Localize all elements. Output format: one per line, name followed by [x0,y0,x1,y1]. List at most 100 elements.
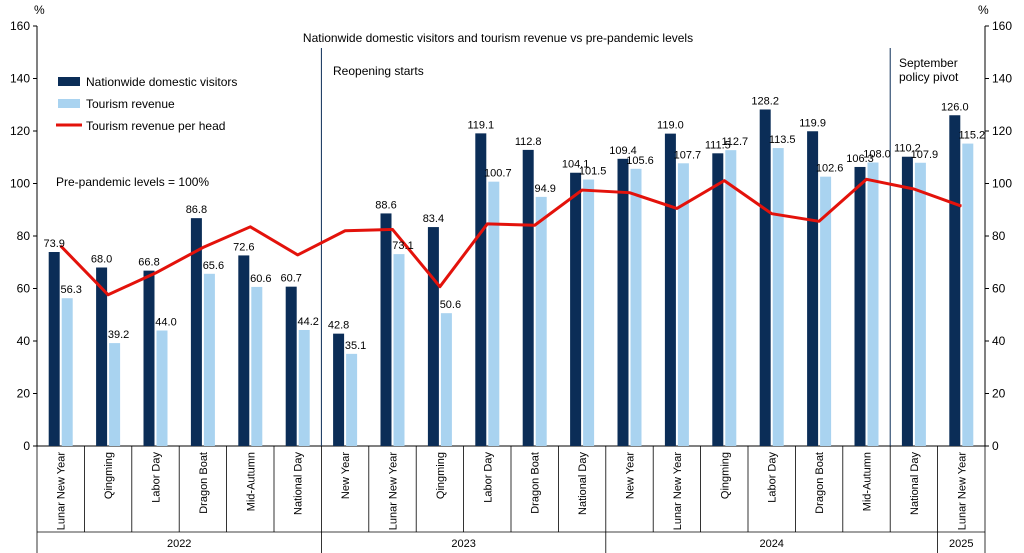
bar-visitors [285,286,297,446]
data-label-revenue: 44.2 [297,316,318,328]
data-label-visitors: 128.2 [751,95,779,107]
bar-revenue [535,196,547,446]
bar-revenue [488,181,500,446]
data-label-revenue: 101.5 [579,166,607,178]
category-label: National Day [577,452,589,515]
line-point-revenue-per-head [723,180,725,182]
annotation-pre-pandemic: Pre-pandemic levels = 100% [56,175,209,189]
y-tick-label-left: 80 [17,229,31,243]
line-point-revenue-per-head [534,224,536,226]
bar-revenue [298,329,310,446]
category-label: Mid-Autumn [245,452,257,511]
bar-visitors [380,213,392,446]
legend-label-visitors: Nationwide domestic visitors [86,75,237,89]
data-label-revenue: 44.0 [155,317,176,329]
data-label-visitors: 66.8 [138,257,159,269]
y-tick-label-right: 0 [992,439,999,453]
category-label: National Day [909,452,921,515]
bar-visitors [759,109,771,446]
category-label: Labor Day [482,452,494,503]
y-tick-label-right: 20 [992,387,1006,401]
y-tick-label-right: 120 [992,124,1012,138]
bar-revenue [109,343,121,446]
bar-visitors [570,172,582,447]
y-unit-left: % [34,3,45,17]
category-label: Lunar New Year [388,452,400,531]
data-label-revenue: 112.7 [721,136,748,148]
year-label: 2023 [451,538,475,550]
bar-revenue [914,162,926,446]
data-label-visitors: 68.0 [91,254,112,266]
data-label-revenue: 39.2 [108,329,129,341]
x-axis: Lunar New Year Qingming Labor Day Dragon Bo… [36,446,986,553]
line-point-revenue-per-head [202,247,204,249]
y-tick-label-left: 0 [23,439,30,453]
bar-visitors [807,131,819,446]
line-point-revenue-per-head [60,245,62,247]
line-point-revenue-per-head [249,226,251,228]
bar-revenue [772,148,784,446]
data-label-revenue: 105.6 [626,155,654,167]
bar-visitors [522,149,534,446]
line-point-revenue-per-head [107,294,109,296]
y-axis-right: 0 20 40 60 80 100 120 140 160 [985,19,1012,453]
year-label: 2022 [167,538,191,550]
bar-visitors [427,227,439,446]
bar-visitors [475,133,487,447]
y-tick-label-right: 40 [992,334,1006,348]
y-tick-label-right: 80 [992,229,1006,243]
data-label-visitors: 119.0 [657,120,684,132]
bar-revenue [677,163,689,446]
bar-revenue [820,176,832,447]
legend: Nationwide domestic visitors Tourism rev… [56,75,237,133]
category-label: Lunar New Year [956,452,968,531]
line-point-revenue-per-head [297,254,299,256]
y-tick-label-left: 120 [10,124,30,138]
data-label-revenue: 107.9 [911,149,939,161]
line-point-revenue-per-head [913,188,915,190]
line-point-revenue-per-head [344,230,346,232]
bar-revenue [61,298,73,446]
bar-revenue [725,150,737,446]
annotation-september-line2: policy pivot [899,70,959,84]
data-label-visitors: 111.5 [705,139,731,151]
bar-visitors [143,270,155,446]
category-label: Labor Day [151,452,163,503]
data-labels: 73.9 56.3 68.0 39.2 66.8 44.0 86.8 65.6 72.6 60.6… [43,95,985,351]
category-label: National Day [293,452,305,515]
y-tick-label-right: 60 [992,282,1006,296]
bar-visitors [333,333,345,446]
y-tick-label-left: 100 [10,177,30,191]
line-point-revenue-per-head [486,223,488,225]
data-label-visitors: 42.8 [328,320,349,332]
data-label-revenue: 102.6 [816,163,844,175]
line-point-revenue-per-head [439,286,441,288]
bar-series [48,109,974,447]
data-label-visitors: 104.1 [562,159,590,171]
y-axis-left: 0 20 40 60 80 100 120 140 160 [10,19,37,453]
line-point-revenue-per-head [392,228,393,230]
data-label-revenue: 94.9 [534,183,555,195]
bar-visitors [190,218,202,446]
year-label: 2024 [759,538,783,550]
category-label: Lunar New Year [672,452,684,531]
bar-visitors [712,153,724,446]
data-label-visitors: 88.6 [375,199,396,211]
bar-revenue [867,162,879,446]
bar-revenue [156,330,168,446]
data-label-visitors: 126.0 [941,101,969,113]
data-label-visitors: 86.8 [186,204,207,216]
y-unit-right: % [978,3,989,17]
plot-frame [36,26,986,447]
category-label: New Year [340,452,352,499]
data-label-visitors: 73.9 [43,238,64,250]
line-point-revenue-per-head [581,189,583,191]
bar-revenue [583,179,595,446]
bar-revenue [630,168,642,447]
y-tick-label-left: 20 [17,387,31,401]
data-label-revenue: 113.5 [769,134,796,146]
category-label: Dragon Boat [530,452,542,514]
bar-visitors [48,252,60,446]
bar-visitors [949,115,961,446]
